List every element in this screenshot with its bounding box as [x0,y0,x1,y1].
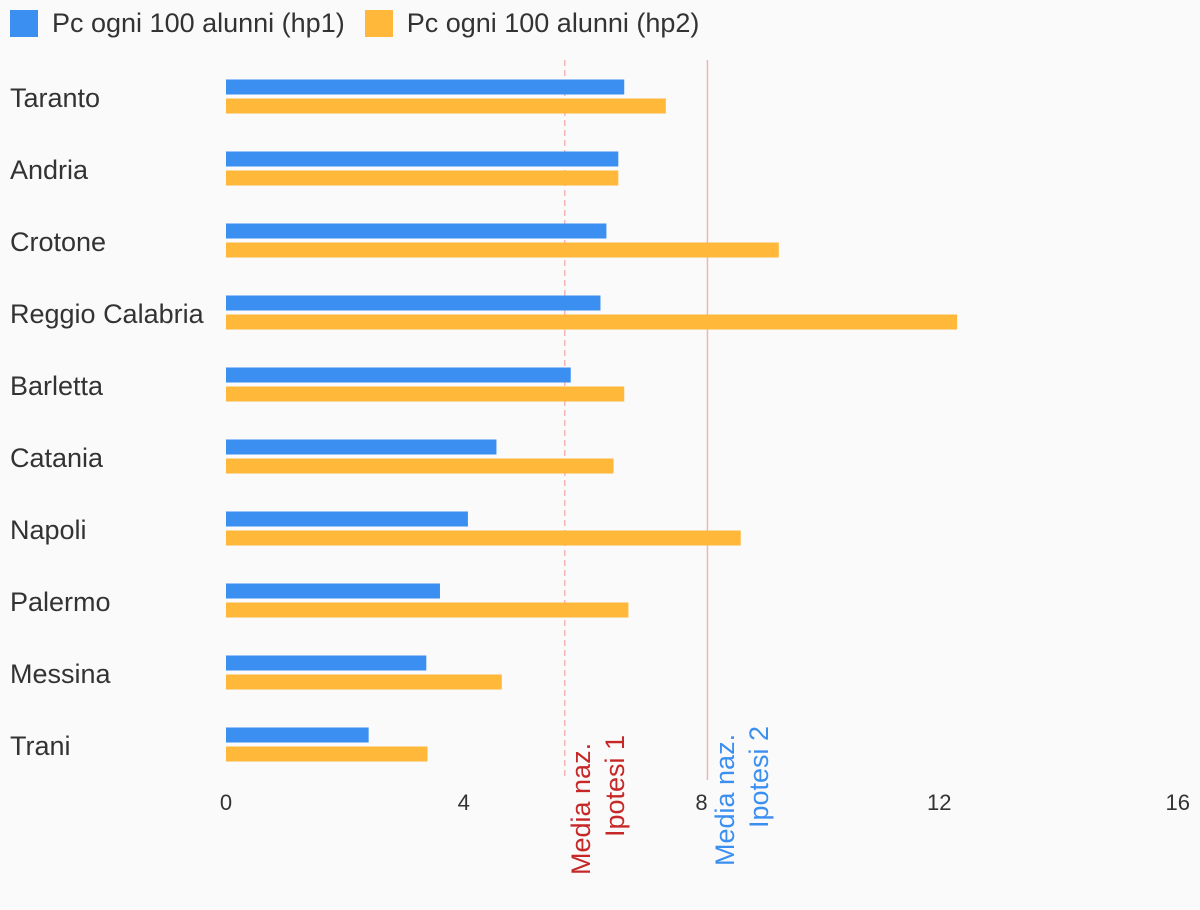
x-axis-ticks: 0 4 8 12 16 [220,790,1190,815]
bar-hp2[interactable] [226,242,779,258]
x-tick-label: 4 [458,790,470,815]
x-tick-label: 16 [1166,790,1190,815]
bar-hp2[interactable] [226,530,741,546]
bar-hp2[interactable] [226,314,958,330]
bar-hp2[interactable] [226,746,428,762]
x-tick-label: 8 [695,790,707,815]
bar-hp1[interactable] [226,151,619,167]
bar-hp1[interactable] [226,367,571,383]
reference-label-line2: Ipotesi 2 [744,726,774,828]
bar-hp1[interactable] [226,439,497,455]
category-labels: Taranto Andria Crotone Reggio Calabria Barle… [10,83,205,761]
reference-label-line1: Media naz. [710,734,740,866]
bar-hp1[interactable] [226,295,601,311]
category-label: Andria [10,155,89,185]
category-label: Barletta [10,371,104,401]
category-label: Taranto [10,83,100,113]
bars [226,79,958,762]
legend-swatch-hp2 [364,10,393,37]
bar-hp1[interactable] [226,511,468,527]
bar-hp2[interactable] [226,602,629,618]
legend-item-hp1[interactable]: Pc ogni 100 alunni (hp1) [10,8,345,39]
bar-hp2[interactable] [226,98,666,114]
bar-hp2[interactable] [226,386,625,402]
bar-hp1[interactable] [226,655,427,671]
bar-hp1[interactable] [226,583,440,599]
category-label: Catania [10,443,104,473]
reference-labels: Media naz. Ipotesi 1 Media naz. Ipotesi 2 [566,726,774,875]
x-tick-label: 0 [220,790,232,815]
legend-label-hp1: Pc ogni 100 alunni (hp1) [52,8,345,38]
category-label: Messina [10,659,112,689]
bar-hp2[interactable] [226,674,502,690]
bar-hp2[interactable] [226,458,614,474]
category-label: Reggio Calabria [10,299,205,329]
category-label: Napoli [10,515,87,545]
category-label: Crotone [10,227,106,257]
x-tick-label: 12 [927,790,951,815]
legend-swatch-hp1 [10,10,38,37]
legend: Pc ogni 100 alunni (hp1) Pc ogni 100 alu… [10,8,719,39]
category-label: Trani [10,731,71,761]
bar-hp2[interactable] [226,170,619,186]
reference-lines [564,60,709,780]
legend-item-hp2[interactable]: Pc ogni 100 alunni (hp2) [364,8,700,39]
bar-hp1[interactable] [226,79,625,95]
category-label: Palermo [10,587,111,617]
legend-label-hp2: Pc ogni 100 alunni (hp2) [406,8,700,38]
reference-label-line2: Ipotesi 1 [600,735,630,837]
reference-label-line1: Media naz. [566,743,596,875]
bar-hp1[interactable] [226,727,369,743]
bar-hp1[interactable] [226,223,607,239]
